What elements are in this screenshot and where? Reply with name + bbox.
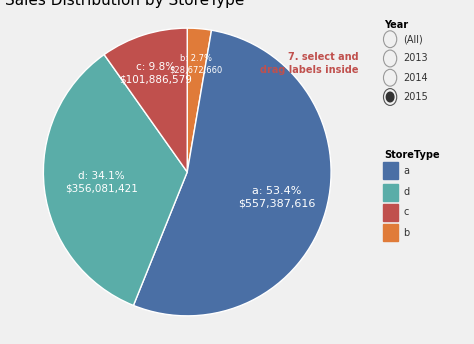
Text: a: 53.4%
$557,387,616: a: 53.4% $557,387,616	[238, 186, 316, 209]
Wedge shape	[44, 55, 187, 305]
Bar	[383, 184, 398, 201]
Bar	[383, 204, 398, 221]
Circle shape	[386, 92, 394, 102]
Text: 2014: 2014	[403, 73, 428, 83]
Text: Year: Year	[384, 20, 409, 30]
Bar	[383, 224, 398, 241]
Text: 7. select and
drag labels inside: 7. select and drag labels inside	[260, 52, 359, 75]
Wedge shape	[187, 28, 211, 172]
Text: Sales Distribution by StoreType: Sales Distribution by StoreType	[5, 0, 244, 8]
Wedge shape	[134, 30, 331, 316]
Wedge shape	[104, 28, 187, 172]
Text: 2015: 2015	[403, 92, 428, 102]
Bar	[383, 162, 398, 180]
Text: 2013: 2013	[403, 53, 428, 64]
Text: b: 2.7%
$28,672,660: b: 2.7% $28,672,660	[170, 54, 223, 75]
Text: c: 9.8%
$101,886,579: c: 9.8% $101,886,579	[119, 62, 192, 85]
Text: c: c	[403, 207, 409, 217]
Text: d: 34.1%
$356,081,421: d: 34.1% $356,081,421	[65, 171, 138, 193]
Text: StoreType: StoreType	[384, 150, 440, 160]
Text: d: d	[403, 187, 410, 197]
Text: a: a	[403, 166, 410, 176]
Text: b: b	[403, 228, 410, 238]
Text: (All): (All)	[403, 34, 423, 44]
